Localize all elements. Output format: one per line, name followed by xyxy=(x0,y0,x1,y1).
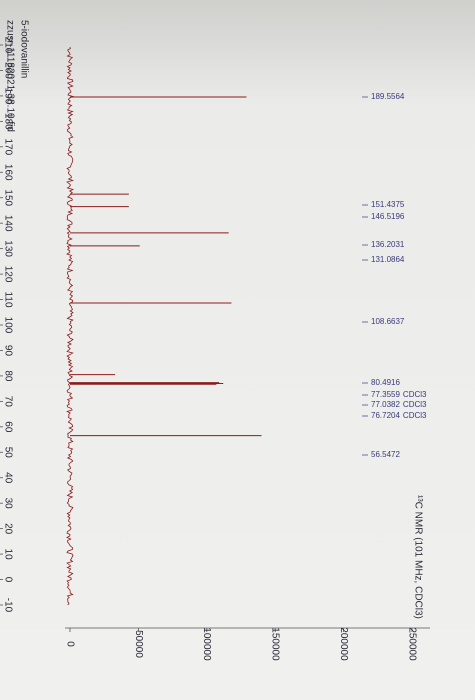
x-tick-label: 170 xyxy=(2,138,13,155)
peak-label-value: 131.0864 xyxy=(371,255,405,264)
x-tick-label: -10 xyxy=(2,598,13,613)
peak-label: 189.5564 xyxy=(371,92,405,101)
y-tick-label: 250000 xyxy=(406,627,417,661)
peak-label: 77.0382 CDCl3 xyxy=(371,400,427,409)
peak-label-note: CDCl3 xyxy=(403,400,427,409)
peak-label-value: 56.5472 xyxy=(371,450,400,459)
peak-label-value: 146.5196 xyxy=(371,212,405,221)
peak-label-value: 136.2031 xyxy=(371,240,405,249)
y-tick-label: 100000 xyxy=(201,627,212,661)
chart-subtitle: 5-iodovanillin xyxy=(18,20,29,78)
y-tick-label: 200000 xyxy=(338,627,349,661)
peak-label: 76.7204 CDCl3 xyxy=(371,411,427,420)
peak-label-note: CDCl3 xyxy=(403,390,427,399)
chart-title: zzusr-11182021-38.10.fid xyxy=(4,20,15,132)
x-tick-label: 90 xyxy=(2,345,13,357)
x-tick-label: 160 xyxy=(2,164,13,181)
peak-label-value: 189.5564 xyxy=(371,92,405,101)
x-tick-label: 140 xyxy=(2,215,13,232)
peak-label: 80.4916 xyxy=(371,378,400,387)
x-tick-label: 40 xyxy=(2,472,13,484)
peak-label-value: 76.7204 xyxy=(371,411,400,420)
peak-label: 56.5472 xyxy=(371,450,400,459)
peak-label: 77.3559 CDCl3 xyxy=(371,390,427,399)
x-tick-label: 190 xyxy=(2,88,13,105)
x-tick-label: 20 xyxy=(2,523,13,535)
peak-label-value: 77.3559 xyxy=(371,390,400,399)
peak-label: 136.2031 xyxy=(371,240,405,249)
peak-label: 131.0864 xyxy=(371,255,405,264)
peak-label-note: CDCl3 xyxy=(403,411,427,420)
peak-label-value: 108.6637 xyxy=(371,317,405,326)
x-tick-label: 130 xyxy=(2,240,13,257)
baseline-noise xyxy=(66,46,75,606)
x-tick-label: 210 xyxy=(2,37,13,54)
x-tick-label: 120 xyxy=(2,266,13,283)
annotation: ¹³C NMR (101 MHz, CDCl3) xyxy=(412,495,423,619)
x-tick-label: 200 xyxy=(2,62,13,79)
peak-label: 108.6637 xyxy=(371,317,405,326)
x-tick-label: 150 xyxy=(2,189,13,206)
y-tick-label: 0 xyxy=(64,641,75,647)
x-tick-label: 10 xyxy=(2,549,13,561)
peak-label-value: 151.4375 xyxy=(371,200,405,209)
peak-label: 151.4375 xyxy=(371,200,405,209)
x-tick-label: 50 xyxy=(2,447,13,459)
peak-label-value: 80.4916 xyxy=(371,378,400,387)
x-tick-label: 80 xyxy=(2,370,13,382)
peak-label: 146.5196 xyxy=(371,212,405,221)
x-tick-label: 60 xyxy=(2,421,13,433)
x-tick-label: 180 xyxy=(2,113,13,130)
peak-label-value: 77.0382 xyxy=(371,400,400,409)
x-tick-label: 100 xyxy=(2,317,13,334)
x-tick-label: 30 xyxy=(2,498,13,510)
x-tick-label: 70 xyxy=(2,396,13,408)
y-tick-label: 50000 xyxy=(133,630,144,658)
x-tick-label: 0 xyxy=(2,577,13,583)
y-tick-label: 150000 xyxy=(270,627,281,661)
x-tick-label: 110 xyxy=(2,292,13,308)
